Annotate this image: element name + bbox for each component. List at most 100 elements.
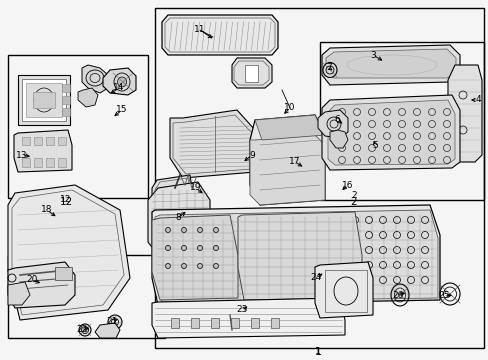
Text: 24: 24 — [310, 274, 321, 283]
Bar — [34, 158, 42, 167]
Ellipse shape — [108, 315, 122, 329]
Ellipse shape — [181, 264, 186, 269]
Ellipse shape — [181, 228, 186, 233]
Polygon shape — [103, 68, 136, 95]
Bar — [62, 108, 70, 116]
Text: 11: 11 — [194, 26, 205, 35]
Polygon shape — [321, 45, 459, 85]
Polygon shape — [249, 115, 325, 205]
Ellipse shape — [197, 264, 202, 269]
Text: 16: 16 — [342, 180, 353, 189]
Bar — [22, 137, 30, 145]
Polygon shape — [285, 155, 314, 175]
Polygon shape — [152, 205, 439, 305]
Polygon shape — [327, 100, 454, 165]
Text: 20: 20 — [26, 275, 38, 284]
Polygon shape — [238, 212, 361, 300]
Ellipse shape — [213, 228, 218, 233]
Ellipse shape — [197, 246, 202, 251]
Bar — [22, 79, 66, 121]
Text: 25: 25 — [437, 292, 449, 301]
Text: 12: 12 — [60, 195, 72, 204]
Polygon shape — [155, 210, 437, 302]
Bar — [171, 318, 179, 328]
Polygon shape — [329, 130, 347, 148]
Bar — [8, 255, 164, 338]
Polygon shape — [152, 298, 345, 338]
Polygon shape — [321, 95, 459, 170]
Polygon shape — [148, 182, 209, 255]
Text: 12: 12 — [59, 197, 73, 207]
Polygon shape — [249, 135, 325, 205]
Polygon shape — [162, 15, 278, 55]
Text: 18: 18 — [41, 206, 53, 215]
Bar — [46, 158, 54, 167]
Bar — [8, 55, 148, 198]
Ellipse shape — [323, 63, 336, 77]
Text: 23: 23 — [236, 306, 247, 315]
Bar — [325, 270, 366, 312]
Bar — [33, 92, 55, 108]
Text: 9: 9 — [248, 150, 254, 159]
Polygon shape — [95, 323, 120, 338]
Ellipse shape — [79, 324, 91, 336]
Polygon shape — [254, 115, 325, 140]
Ellipse shape — [81, 327, 88, 333]
Bar — [55, 267, 72, 280]
Polygon shape — [8, 185, 130, 320]
Polygon shape — [314, 262, 372, 318]
Ellipse shape — [165, 264, 170, 269]
Text: 4: 4 — [474, 95, 480, 104]
Polygon shape — [152, 215, 238, 300]
Bar — [22, 158, 30, 167]
Bar — [230, 318, 239, 328]
Polygon shape — [447, 65, 481, 162]
Polygon shape — [8, 282, 30, 305]
Text: 1: 1 — [314, 347, 320, 356]
Bar — [26, 83, 62, 117]
Bar — [155, 8, 483, 348]
Ellipse shape — [165, 228, 170, 233]
Ellipse shape — [111, 319, 118, 325]
Bar — [244, 65, 258, 82]
Text: 19: 19 — [190, 184, 202, 193]
Polygon shape — [14, 130, 72, 172]
Bar — [250, 318, 259, 328]
Text: 15: 15 — [116, 105, 127, 114]
Polygon shape — [8, 262, 75, 308]
Polygon shape — [78, 88, 98, 107]
Text: 5: 5 — [371, 140, 377, 149]
Ellipse shape — [213, 264, 218, 269]
Bar — [46, 137, 54, 145]
Text: 6: 6 — [333, 116, 339, 125]
Text: 7: 7 — [325, 63, 331, 72]
Ellipse shape — [117, 77, 126, 87]
Polygon shape — [231, 58, 271, 88]
Bar — [191, 318, 199, 328]
Bar — [62, 96, 70, 104]
Text: 3: 3 — [369, 50, 375, 59]
Text: 8: 8 — [175, 213, 181, 222]
Bar — [18, 75, 70, 125]
Ellipse shape — [181, 246, 186, 251]
Text: 2: 2 — [350, 197, 357, 207]
Bar — [210, 318, 219, 328]
Text: 10: 10 — [284, 104, 295, 112]
Ellipse shape — [213, 246, 218, 251]
Polygon shape — [152, 175, 195, 230]
Text: 1: 1 — [314, 347, 321, 357]
Polygon shape — [325, 49, 455, 78]
Text: 14: 14 — [113, 84, 124, 93]
Text: 2: 2 — [350, 192, 356, 201]
Bar — [319, 42, 483, 200]
Bar — [34, 137, 42, 145]
Bar — [58, 137, 66, 145]
Bar — [62, 84, 70, 92]
Polygon shape — [170, 110, 254, 178]
Ellipse shape — [165, 246, 170, 251]
Polygon shape — [82, 65, 108, 93]
Bar — [270, 318, 279, 328]
Text: 13: 13 — [16, 150, 28, 159]
Text: 22: 22 — [76, 325, 87, 334]
Text: 17: 17 — [289, 158, 300, 166]
